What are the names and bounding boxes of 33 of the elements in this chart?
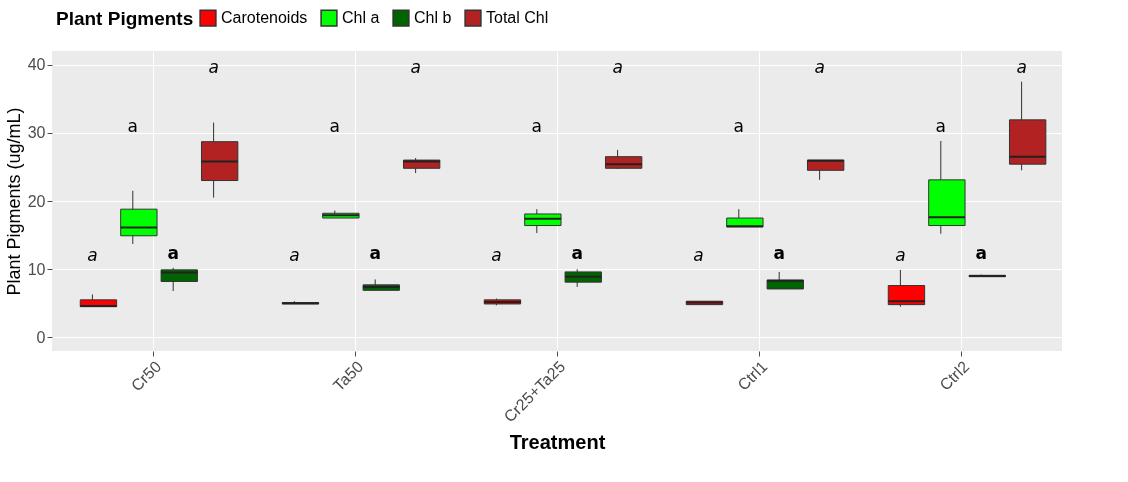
- annotation: a: [935, 116, 947, 136]
- annotation: a: [531, 116, 543, 136]
- y-tick-label: 20: [27, 192, 46, 210]
- annotation: a: [814, 56, 825, 77]
- annotation: a: [491, 244, 502, 265]
- y-tick-label: 0: [36, 328, 46, 346]
- legend-label: Chl a: [342, 9, 380, 27]
- annotation: a: [975, 242, 987, 263]
- annotation: a: [895, 244, 906, 265]
- annotation: a: [127, 116, 139, 136]
- annotation: a: [208, 56, 219, 77]
- legend-title: Plant Pigments: [56, 8, 194, 29]
- annotation: a: [87, 244, 98, 265]
- y-tick-label: 10: [27, 260, 46, 278]
- annotation: a: [369, 242, 381, 263]
- annotation: a: [571, 242, 583, 263]
- x-tick-label: Ctrl1: [734, 357, 771, 394]
- annotation: a: [167, 242, 179, 263]
- y-axis-title: Plant Pigments (ug/mL): [3, 107, 24, 296]
- x-axis-title: Treatment: [509, 431, 606, 454]
- legend-label: Chl b: [414, 9, 452, 27]
- legend-label: Total Chl: [486, 9, 549, 27]
- annotation: a: [410, 56, 421, 77]
- annotation: a: [693, 244, 704, 265]
- annotation: a: [773, 242, 785, 263]
- annotation: a: [1016, 56, 1027, 77]
- y-tick-label: 40: [27, 56, 46, 74]
- y-tick-label: 30: [27, 124, 46, 142]
- annotation: a: [289, 244, 300, 265]
- legend-label: Carotenoids: [221, 9, 308, 27]
- annotation: a: [329, 116, 341, 136]
- annotation: a: [612, 56, 623, 77]
- annotation: a: [733, 116, 745, 136]
